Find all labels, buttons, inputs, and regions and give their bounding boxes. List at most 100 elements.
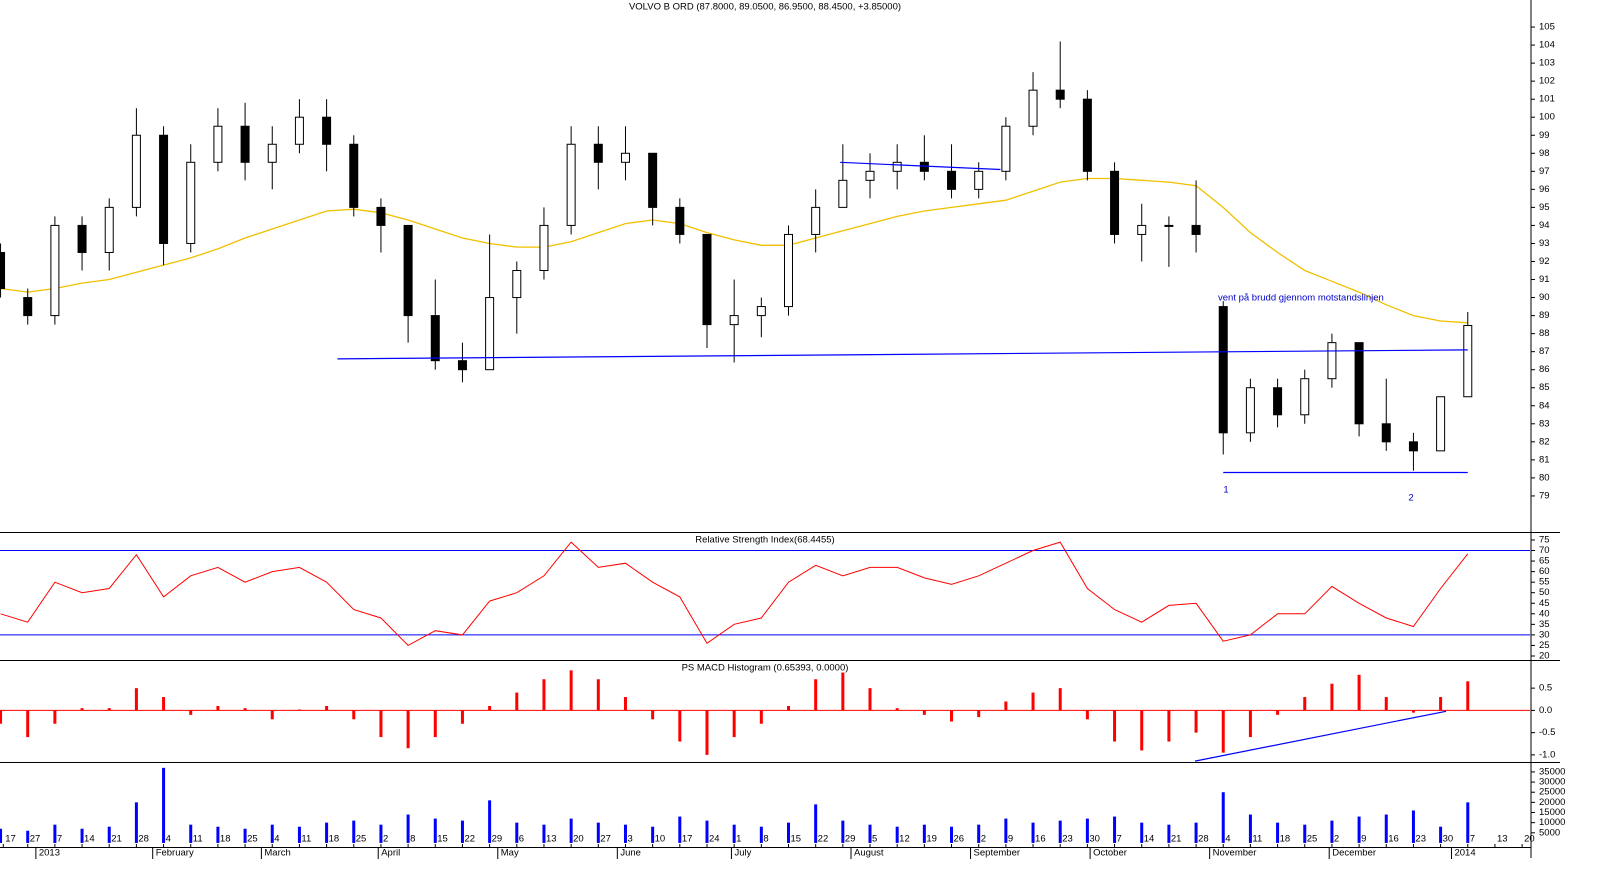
bar	[1439, 826, 1443, 843]
bar	[841, 820, 845, 843]
x-tick-label: 16	[1388, 834, 1399, 845]
y-tick-label: 83	[1539, 418, 1550, 429]
bar	[460, 710, 464, 724]
bar	[1140, 710, 1144, 751]
y-tick-label: 90	[1539, 292, 1550, 303]
bar	[922, 710, 926, 715]
y-tick-label: 25	[1539, 640, 1550, 651]
candle-body	[322, 116, 332, 145]
x-tick-label: 30	[1443, 834, 1454, 845]
bar	[515, 822, 519, 843]
candle-body	[1137, 224, 1147, 235]
bar	[841, 672, 845, 711]
candle-body	[539, 224, 549, 272]
x-tick-label: 7	[57, 834, 62, 845]
bar	[379, 824, 383, 843]
candle-body	[186, 161, 196, 244]
candle-body	[131, 134, 141, 208]
bar	[732, 824, 736, 843]
candle-body	[1110, 170, 1120, 235]
bar	[596, 679, 600, 711]
bar	[1004, 701, 1008, 711]
y-tick-label: 99	[1539, 130, 1550, 141]
x-tick-label: 25	[1307, 834, 1318, 845]
y-tick-label: 86	[1539, 364, 1550, 375]
candle-body	[457, 360, 467, 371]
candle-body	[620, 152, 630, 163]
trendline	[1194, 710, 1447, 762]
month-label: March	[264, 848, 290, 859]
bar	[0, 710, 3, 724]
bar	[325, 705, 329, 711]
bar	[488, 705, 492, 711]
bar	[1113, 816, 1117, 843]
bar	[107, 826, 111, 843]
x-tick-label: 28	[1198, 834, 1209, 845]
x-tick-label: 22	[818, 834, 829, 845]
y-tick-label: 55	[1539, 577, 1550, 588]
bar	[977, 824, 981, 843]
x-tick-label: 25	[356, 834, 367, 845]
bar	[80, 828, 84, 843]
y-tick-label: 81	[1539, 454, 1550, 465]
y-tick-label: 89	[1539, 310, 1550, 321]
candle-body	[1327, 342, 1337, 380]
annotation: 2	[1408, 493, 1413, 504]
bar	[542, 679, 546, 711]
bar	[705, 710, 709, 755]
bar	[162, 697, 166, 711]
bar	[895, 708, 899, 711]
candle-body	[1082, 98, 1092, 172]
candle-body	[240, 125, 250, 163]
x-tick-label: 29	[845, 834, 856, 845]
x-tick-label: 2	[383, 834, 388, 845]
bar	[950, 710, 954, 722]
x-tick-label: 26	[954, 834, 965, 845]
bar	[1276, 710, 1280, 715]
month-label: 2014	[1454, 848, 1475, 859]
bar	[162, 767, 166, 843]
bar	[488, 800, 492, 843]
y-tick-label: 35	[1539, 619, 1550, 630]
bar	[379, 710, 383, 738]
bar	[1031, 822, 1035, 843]
x-tick-label: 8	[410, 834, 415, 845]
x-tick-label: 11	[1252, 834, 1262, 845]
x-tick-label: 18	[220, 834, 231, 845]
y-tick-label: 105	[1539, 22, 1555, 33]
bar	[1058, 688, 1062, 711]
bar	[433, 710, 437, 738]
bar	[1248, 814, 1252, 843]
bar	[678, 710, 682, 742]
annotation: 1	[1223, 485, 1228, 496]
y-tick-label: -1.0	[1539, 749, 1555, 760]
trendline	[840, 161, 1001, 171]
x-tick-label: 2	[981, 834, 986, 845]
candle-body	[104, 206, 114, 253]
x-tick-label: 19	[926, 834, 937, 845]
y-tick-label: 25000	[1539, 787, 1565, 798]
candle-body	[784, 233, 794, 308]
bar	[515, 692, 519, 711]
bar	[1466, 802, 1470, 843]
bar	[0, 828, 3, 843]
candle-body	[1273, 387, 1283, 416]
bar	[1004, 818, 1008, 843]
y-tick-label: 15000	[1539, 807, 1565, 818]
y-tick-label: 100	[1539, 112, 1555, 123]
bar	[270, 824, 274, 843]
y-tick-label: 30000	[1539, 777, 1565, 788]
x-tick-label: 9	[1361, 834, 1366, 845]
y-tick-label: 98	[1539, 148, 1550, 159]
x-tick-label: 2	[1334, 834, 1339, 845]
month-label: September	[974, 848, 1020, 859]
trendline	[337, 349, 1468, 360]
bar	[950, 826, 954, 843]
x-tick-label: 15	[437, 834, 448, 845]
y-tick-label: 91	[1539, 274, 1550, 285]
y-tick-label: 45	[1539, 598, 1550, 609]
bar	[814, 679, 818, 711]
candle-body	[1354, 342, 1364, 425]
x-tick-label: 4	[166, 834, 171, 845]
x-tick-label: 24	[709, 834, 720, 845]
